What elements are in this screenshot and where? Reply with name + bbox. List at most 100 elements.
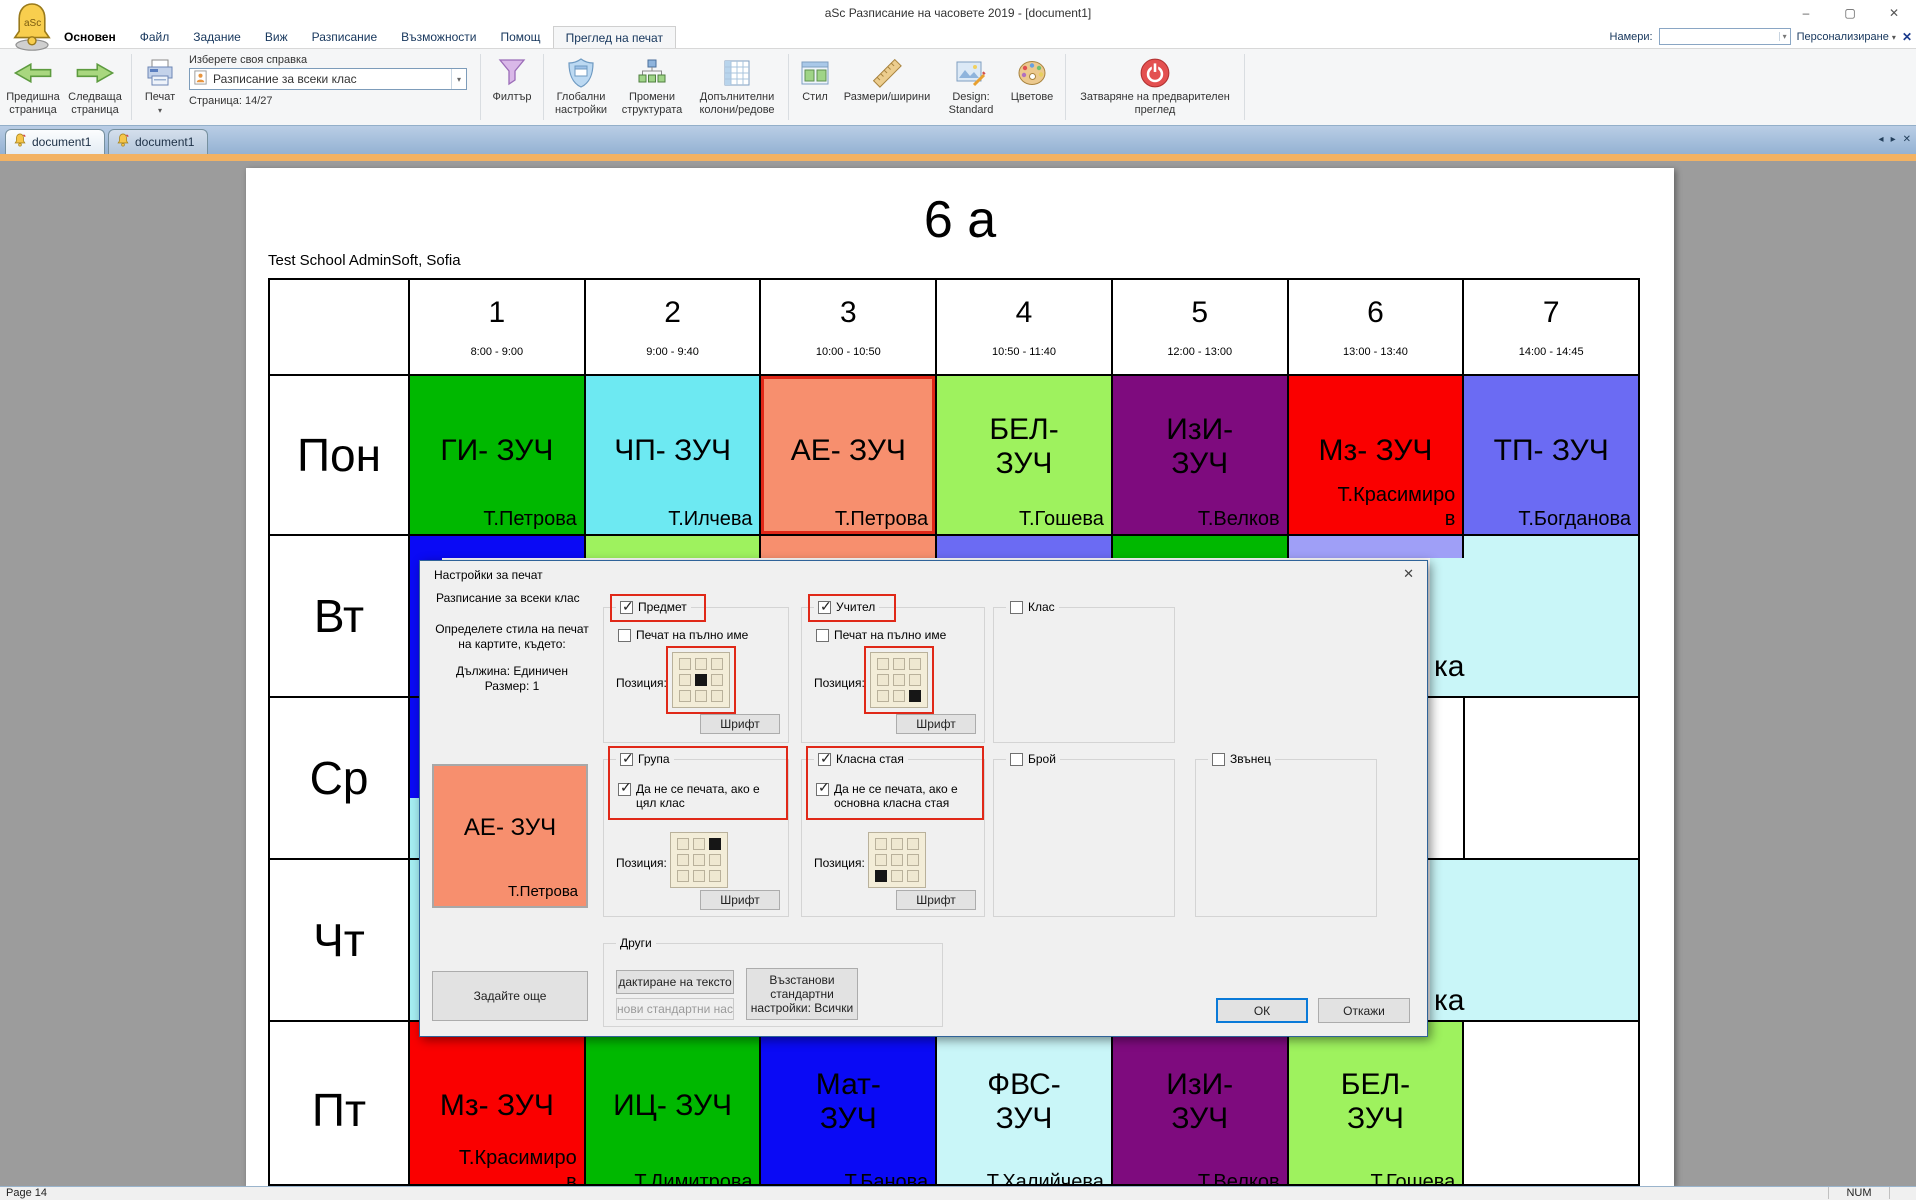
timetable-cell[interactable]: БЕЛ- ЗУЧ Т.Гошева (935, 376, 1111, 534)
teacher-fullname-checkbox[interactable] (816, 629, 829, 642)
room-position-grid[interactable] (868, 832, 926, 888)
subject-position-grid[interactable] (672, 652, 730, 708)
report-name-label: Разписание за всеки клас (436, 591, 580, 605)
timetable-cell[interactable] (1110, 536, 1287, 558)
find-close-icon[interactable]: ✕ (1901, 29, 1912, 44)
window-title: aSc Разписание на часовете 2019 - [docum… (824, 6, 1092, 20)
previous-page-button[interactable]: Предишна страница (2, 51, 64, 123)
group-checkbox[interactable] (620, 750, 634, 767)
partial-cell-text: ка (1434, 650, 1465, 683)
dialog-close-icon[interactable]: ✕ (1403, 566, 1414, 581)
timetable-cell[interactable]: Мат- ЗУЧ Т.Банова (759, 1022, 936, 1184)
minimize-button[interactable]: – (1802, 6, 1810, 20)
group-position-grid[interactable] (670, 832, 728, 888)
menu-pregled-na-pechat[interactable]: Преглед на печат (552, 26, 676, 48)
subject-fullname-checkbox[interactable] (618, 629, 631, 642)
menu-razpisanie[interactable]: Разписание (311, 30, 378, 44)
subject-checkbox[interactable] (620, 598, 634, 615)
teacher-checkbox[interactable] (818, 598, 832, 615)
period-header: 5 12:00 - 13:00 (1110, 280, 1287, 374)
tab-document1-inactive[interactable]: document1 (108, 129, 208, 154)
timetable-cell[interactable]: ИзИ- ЗУЧ Т.Велков (1110, 1022, 1287, 1184)
group-noprint-checkbox[interactable] (618, 780, 632, 796)
set-more-button[interactable]: Задайте още (432, 971, 588, 1021)
bell-checkbox[interactable] (1212, 753, 1225, 766)
maximize-button[interactable]: ▢ (1844, 6, 1856, 20)
room-noprint-checkbox[interactable] (816, 780, 830, 796)
subject-font-button[interactable]: Шрифт (700, 714, 780, 734)
timetable-cell[interactable] (408, 536, 584, 558)
timetable-cell[interactable] (1286, 536, 1463, 558)
subject-label: ТП- ЗУЧ (1493, 433, 1609, 467)
menu-zadanie[interactable]: Задание (193, 30, 241, 44)
chevron-down-icon[interactable]: ▾ (1778, 32, 1790, 41)
timetable-cell[interactable] (1462, 536, 1638, 558)
day-label: Ср (270, 698, 408, 858)
teacher-label: Т.Петрова (834, 508, 929, 530)
sizes-widths-button[interactable]: Размери/ширини (836, 51, 938, 123)
timetable-cell[interactable] (759, 536, 936, 558)
timetable-cell[interactable]: ГИ- ЗУЧ Т.Петрова (408, 376, 584, 534)
position-label: Позиция: (616, 676, 667, 690)
extra-columns-rows-button[interactable]: Допълнителни колони/редове (691, 51, 783, 123)
tab-close-icon[interactable]: ✕ (1902, 134, 1911, 145)
timetable-cell[interactable] (935, 536, 1111, 558)
timetable-cell[interactable]: БЕЛ- ЗУЧ Т.Гошева (1286, 1022, 1463, 1184)
menu-fail[interactable]: Файл (139, 30, 170, 44)
position-label: Позиция: (814, 856, 865, 870)
restore-defaults-button-disabled[interactable]: нови стандартни нас (616, 998, 734, 1020)
design-button[interactable]: Design: Standard (938, 51, 1004, 123)
tab-scroll-left-icon[interactable]: ◂ (1878, 134, 1884, 145)
chevron-down-icon[interactable]: ▾ (451, 69, 466, 89)
ok-button[interactable]: ОК (1216, 998, 1308, 1023)
filter-button[interactable]: Филтър (486, 51, 538, 123)
room-checkbox[interactable] (818, 750, 832, 767)
asc-bell-logo-icon: aSc (10, 2, 54, 57)
timetable-cell[interactable]: ЧП- ЗУЧ Т.Илчева (583, 376, 760, 534)
day-label: Вт (270, 536, 408, 696)
colors-button[interactable]: Цветове (1004, 51, 1060, 123)
teacher-label: Т.Гошева (1019, 508, 1104, 530)
timetable-cell[interactable]: ФВС- ЗУЧ Т.Халийчева (935, 1022, 1111, 1184)
teacher-font-button[interactable]: Шрифт (896, 714, 976, 734)
style-button[interactable]: Стил (794, 51, 836, 123)
menu-pomosht[interactable]: Помощ (500, 30, 541, 44)
next-page-button[interactable]: Следваща страница (64, 51, 126, 123)
tab-document1-active[interactable]: document1 (5, 129, 105, 154)
timetable-cell[interactable]: ИзИ- ЗУЧ Т.Велков (1110, 376, 1287, 534)
personalize-button[interactable]: Персонализиране ▾ (1796, 30, 1896, 43)
timetable-cell[interactable]: ка (1430, 860, 1638, 1020)
print-button[interactable]: Печат ▾ (137, 51, 183, 123)
timetable-cell[interactable]: Мз- ЗУЧ Т.Красимиро в (1286, 376, 1463, 534)
tab-scroll-right-icon[interactable]: ▸ (1890, 134, 1896, 145)
count-checkbox[interactable] (1010, 753, 1023, 766)
menu-osnoven[interactable]: Основен (64, 30, 116, 44)
subject-label: ИзИ- ЗУЧ (1166, 412, 1234, 480)
global-settings-button[interactable]: Глобални настройки (549, 51, 613, 123)
room-font-button[interactable]: Шрифт (896, 890, 976, 910)
menu-vizh[interactable]: Виж (264, 30, 288, 44)
timetable-cell[interactable] (583, 536, 760, 558)
class-checkbox[interactable] (1010, 601, 1023, 614)
close-preview-button[interactable]: Затваряне на предварителен преглед (1071, 51, 1239, 123)
close-button[interactable]: ✕ (1888, 6, 1900, 20)
cancel-button[interactable]: Откажи (1318, 998, 1410, 1023)
change-structure-button[interactable]: Промени структурата (613, 51, 691, 123)
menu-vazmozhnosti[interactable]: Възможности (401, 30, 477, 44)
edit-texts-button[interactable]: дактиране на тексто (616, 970, 734, 994)
group-font-button[interactable]: Шрифт (700, 890, 780, 910)
timetable-cell[interactable]: Мз- ЗУЧ Т.Красимиро в (408, 1022, 584, 1184)
timetable-empty-cell[interactable] (1462, 1022, 1638, 1184)
preview-subject-label: АЕ- ЗУЧ (463, 814, 557, 841)
restore-all-button[interactable]: Възстанови стандартни настройки: Всички (746, 968, 858, 1020)
report-selector-dropdown[interactable]: Разписание за всеки клас ▾ (189, 68, 467, 90)
timetable-header-row: 1 8:00 - 9:00 2 9:00 - 9:40 3 10:00 - 10:50… (270, 280, 1638, 376)
teacher-position-grid[interactable] (870, 652, 928, 708)
timetable-cell-selected[interactable]: АЕ- ЗУЧ Т.Петрова (759, 376, 936, 534)
timetable-cell[interactable]: ка (1430, 536, 1638, 696)
find-input[interactable]: ▾ (1658, 28, 1791, 45)
subject-checkbox-label: Предмет (638, 600, 687, 614)
timetable-cell[interactable]: ИЦ- ЗУЧ Т.Димитрова (583, 1022, 760, 1184)
timetable-cell[interactable]: ТП- ЗУЧ Т.Богданова (1462, 376, 1638, 534)
period-header: 1 8:00 - 9:00 (408, 280, 584, 374)
